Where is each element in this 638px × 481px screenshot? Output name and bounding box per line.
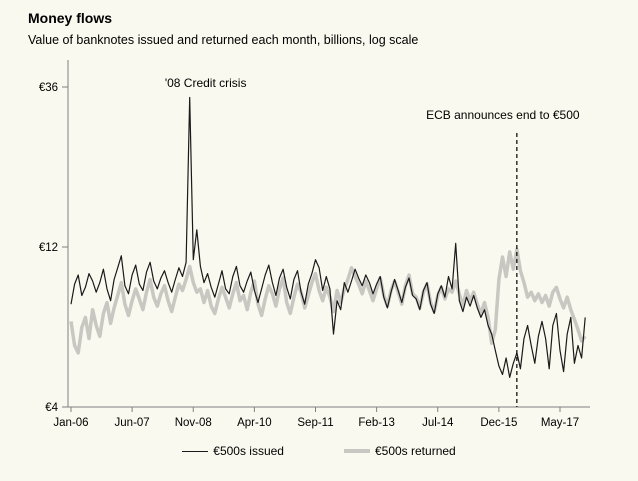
legend-item-returned: €500s returned <box>343 444 456 458</box>
series-line-issued <box>70 96 586 378</box>
legend-label-issued: €500s issued <box>213 444 284 458</box>
y-tick-label: €12 <box>39 242 58 254</box>
legend-label-returned: €500s returned <box>374 444 456 458</box>
credit-crisis-annotation: '08 Credit crisis <box>165 76 247 90</box>
x-tick-label: Jun-07 <box>115 417 150 429</box>
series-line-returned <box>69 247 587 355</box>
y-tick-label: €4 <box>45 402 58 414</box>
x-tick-label: Jan-06 <box>53 417 88 429</box>
x-tick-label: Apr-10 <box>237 417 272 429</box>
chart-legend: €500s issued €500s returned <box>0 444 638 458</box>
y-tick-label: €36 <box>39 82 58 94</box>
chart-title: Money flows <box>28 10 113 26</box>
issued-line-swatch <box>182 450 209 452</box>
x-tick-label: May-17 <box>541 417 579 429</box>
x-tick-label: Sep-11 <box>297 417 333 429</box>
x-tick-label: Nov-08 <box>175 417 212 429</box>
x-tick-label: Dec-15 <box>480 417 517 429</box>
x-tick-label: Feb-13 <box>358 417 394 429</box>
chart-subtitle: Value of banknotes issued and returned e… <box>28 33 419 47</box>
ecb-annotation-label: ECB announces end to €500 <box>426 108 580 122</box>
x-tick-label: Jul-14 <box>422 417 454 429</box>
chart-header: Money flows Value of banknotes issued an… <box>28 8 418 50</box>
legend-item-issued: €500s issued <box>182 444 284 458</box>
returned-line-swatch <box>343 449 370 453</box>
